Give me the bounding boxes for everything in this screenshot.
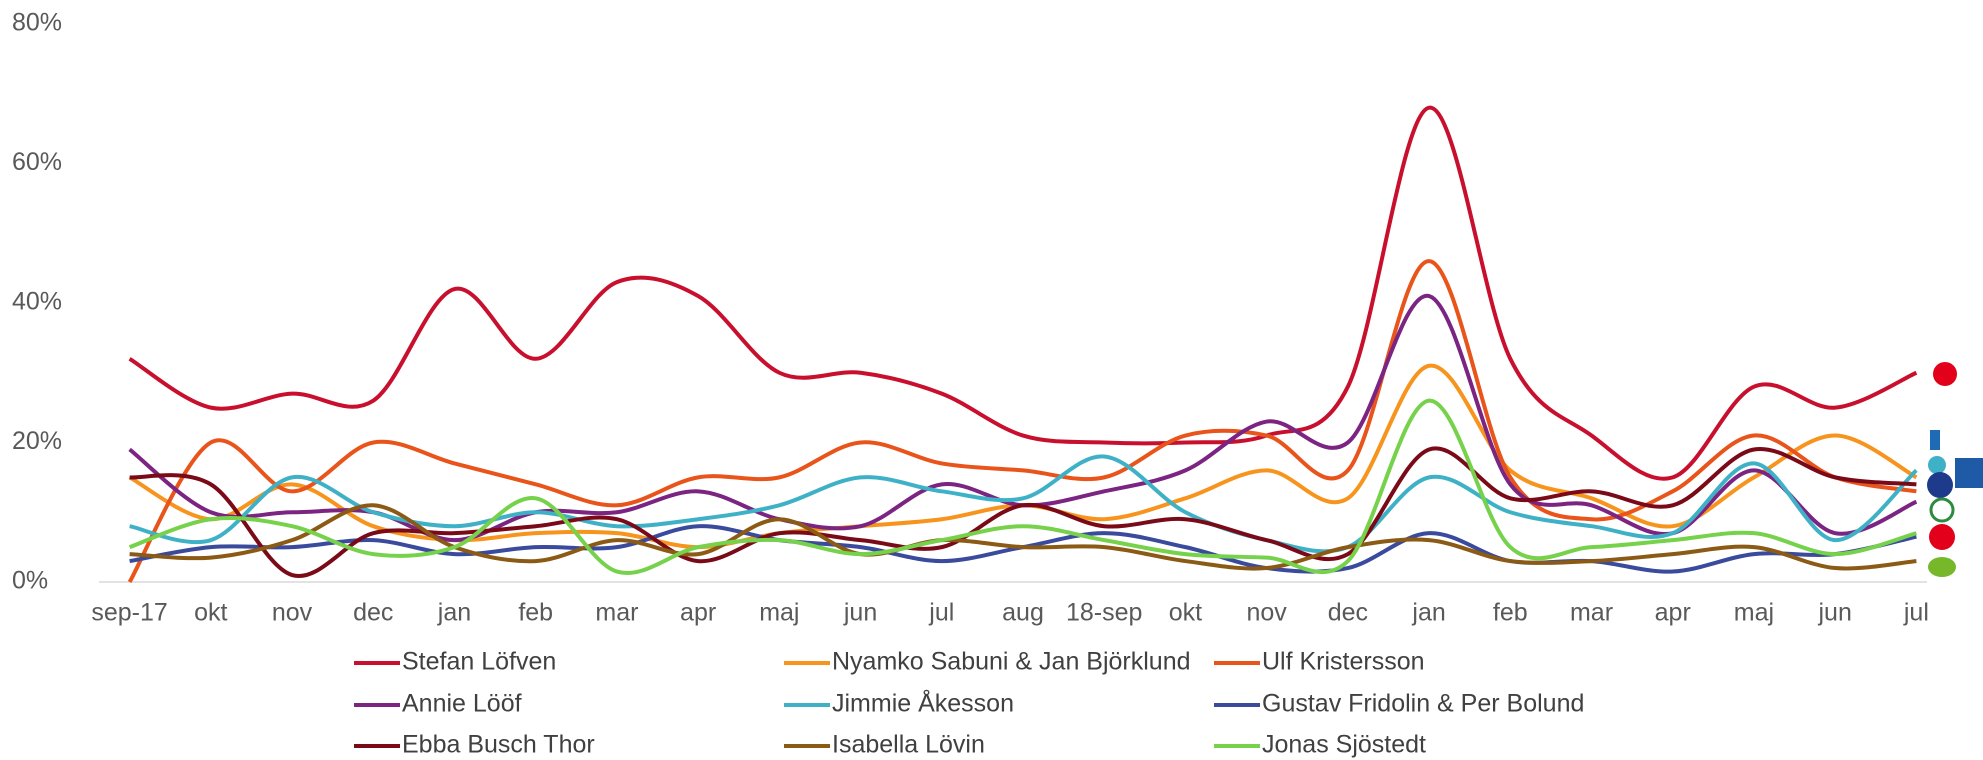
x-tick-label: nov bbox=[1246, 599, 1287, 627]
y-tick-label: 40% bbox=[12, 288, 62, 316]
x-tick-label: mar bbox=[1570, 599, 1613, 627]
logo bbox=[1955, 458, 1983, 488]
x-tick-label: dec bbox=[1328, 599, 1368, 627]
x-tick-label: apr bbox=[680, 599, 716, 627]
series-line bbox=[128, 398, 1917, 575]
legend-label: Stefan Löfven bbox=[402, 648, 556, 676]
series-line bbox=[129, 454, 1918, 554]
x-tick-label: okt bbox=[194, 599, 227, 627]
x-tick-label: jul bbox=[928, 599, 954, 627]
x-tick-label: jan bbox=[1411, 599, 1445, 627]
logo bbox=[1927, 472, 1953, 498]
legend-label: Jimmie Åkesson bbox=[832, 688, 1014, 718]
x-tick-label: jan bbox=[437, 599, 471, 627]
legend-label: Ulf Kristersson bbox=[1262, 648, 1425, 676]
x-tick-label: jun bbox=[1817, 599, 1851, 627]
x-tick-label: maj bbox=[1734, 599, 1774, 627]
legend-label: Ebba Busch Thor bbox=[402, 731, 595, 759]
x-tick-label: maj bbox=[759, 599, 799, 627]
logo bbox=[1930, 430, 1940, 450]
x-tick-label: dec bbox=[353, 599, 393, 627]
legend-label: Annie Lööf bbox=[402, 690, 522, 718]
legend-label: Jonas Sjöstedt bbox=[1262, 731, 1426, 759]
x-tick-label: 18-sep bbox=[1066, 599, 1142, 627]
x-tick-label: apr bbox=[1655, 599, 1691, 627]
legend-label: Nyamko Sabuni & Jan Björklund bbox=[832, 648, 1191, 676]
x-tick-label: feb bbox=[1493, 599, 1528, 627]
x-tick-label: jul bbox=[1903, 599, 1929, 627]
series-line bbox=[129, 503, 1917, 571]
x-tick-label: okt bbox=[1169, 599, 1202, 627]
series-line bbox=[128, 294, 1918, 543]
logo bbox=[1933, 362, 1957, 386]
y-tick-label: 20% bbox=[12, 427, 62, 455]
legend-label: Isabella Lövin bbox=[832, 731, 985, 759]
y-tick-label: 60% bbox=[12, 148, 62, 176]
series-line bbox=[128, 105, 1918, 481]
logo bbox=[1928, 456, 1946, 474]
legend-label: Gustav Fridolin & Per Bolund bbox=[1262, 690, 1584, 718]
x-tick-label: nov bbox=[272, 599, 313, 627]
logo bbox=[1929, 497, 1955, 523]
logo bbox=[1928, 557, 1956, 577]
party-logos bbox=[1927, 362, 1983, 577]
series-line bbox=[129, 446, 1917, 579]
x-tick-label: sep-17 bbox=[91, 599, 167, 627]
y-tick-label: 80% bbox=[12, 9, 62, 37]
x-tick-label: feb bbox=[518, 599, 553, 627]
x-tick-label: jun bbox=[843, 599, 877, 627]
logo bbox=[1929, 524, 1955, 550]
x-tick-label: mar bbox=[595, 599, 638, 627]
x-tick-label: aug bbox=[1002, 599, 1044, 627]
y-tick-label: 0% bbox=[12, 567, 48, 595]
series-line bbox=[127, 259, 1917, 584]
